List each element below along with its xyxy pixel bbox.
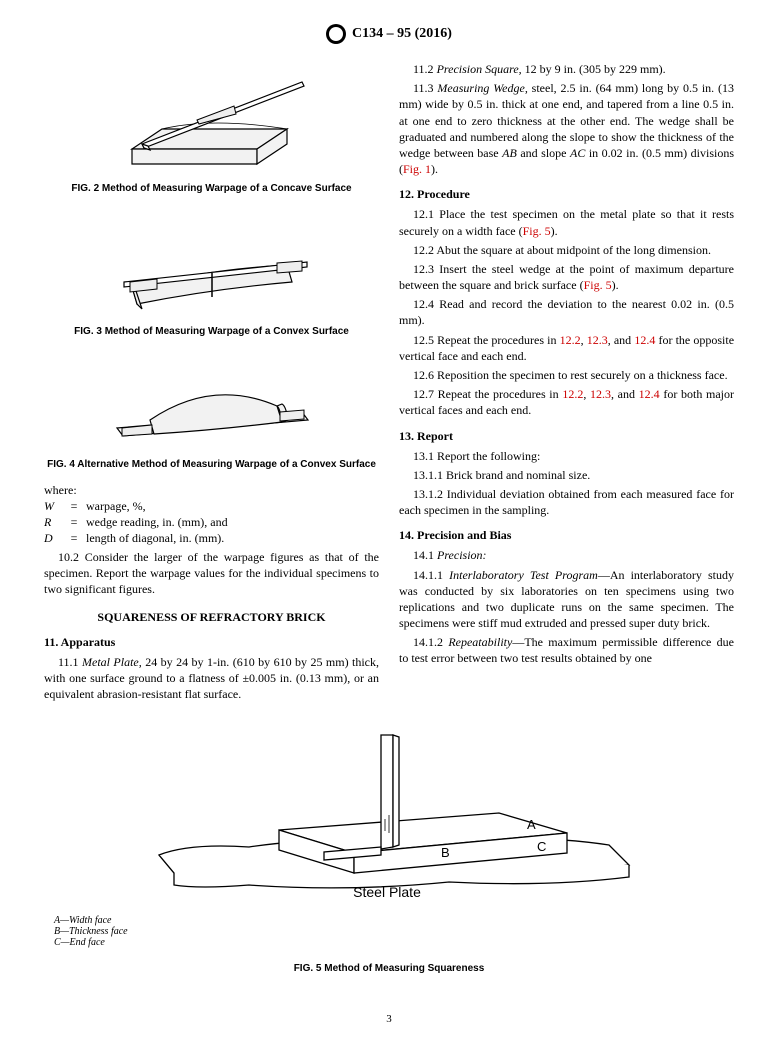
p-11-1-term: Metal Plate,: [82, 655, 142, 669]
figure-5-svg: A B C Steel Plate: [129, 715, 649, 905]
p-11-3-i: ).: [431, 162, 438, 176]
p-12-3: 12.3 Insert the steel wedge at the point…: [399, 261, 734, 293]
p-12-1-c: ).: [551, 224, 558, 238]
two-column-layout: FIG. 2 Method of Measuring Warpage of a …: [44, 58, 734, 705]
where-W-sym: W: [44, 499, 62, 514]
fig5-label-C: C: [537, 839, 546, 854]
p-14-1-1-term: Interlaboratory Test Program: [449, 568, 598, 582]
astm-logo-icon: [326, 24, 346, 44]
sec-14-heading: 14. Precision and Bias: [399, 528, 734, 543]
where-row-W: W = warpage, %,: [44, 499, 379, 514]
p-14-1: 14.1 Precision:: [399, 547, 734, 563]
p-12-5: 12.5 Repeat the procedures in 12.2, 12.3…: [399, 332, 734, 364]
where-W-eq: =: [68, 499, 80, 514]
where-R-sym: R: [44, 515, 62, 530]
p-11-3: 11.3 Measuring Wedge, steel, 2.5 in. (64…: [399, 80, 734, 177]
link-fig-5-b[interactable]: Fig. 5: [584, 278, 612, 292]
figure-2: [44, 64, 379, 178]
fig5-label-A: A: [527, 817, 536, 832]
link-12-4-a[interactable]: 12.4: [634, 333, 655, 347]
p-12-7: 12.7 Repeat the procedures in 12.2, 12.3…: [399, 386, 734, 418]
p-12-6: 12.6 Reposition the specimen to rest sec…: [399, 367, 734, 383]
p-12-1: 12.1 Place the test specimen on the meta…: [399, 206, 734, 238]
where-D-sym: D: [44, 531, 62, 546]
where-block: where: W = warpage, %, R = wedge reading…: [44, 483, 379, 546]
p-14-1-2-term: Repeatability: [448, 635, 512, 649]
sec-13-heading: 13. Report: [399, 429, 734, 444]
figure-5-legend: A—Width face B—Thickness face C—End face: [44, 915, 734, 948]
where-D-eq: =: [68, 531, 80, 546]
p-11-3-e: and slope: [517, 146, 570, 160]
where-row-R: R = wedge reading, in. (mm), and: [44, 515, 379, 530]
link-12-3-a[interactable]: 12.3: [587, 333, 608, 347]
where-W-def: warpage, %,: [86, 499, 146, 514]
fig5-label-B: B: [441, 845, 450, 860]
figure-3-svg: [102, 207, 322, 317]
sec-11-heading: 11. Apparatus: [44, 635, 379, 650]
p-11-2-num: 11.2: [413, 62, 437, 76]
link-12-4-b[interactable]: 12.4: [639, 387, 660, 401]
legend-A: A—Width face: [54, 915, 734, 926]
sec-12-heading: 12. Procedure: [399, 187, 734, 202]
p-13-1-1: 13.1.1 Brick brand and nominal size.: [399, 467, 734, 483]
p-11-1-num: 11.1: [58, 655, 82, 669]
page-header: C134 – 95 (2016): [44, 24, 734, 44]
figure-3: [44, 207, 379, 321]
p-12-7-e: , and: [611, 387, 639, 401]
p-13-1-2: 13.1.2 Individual deviation obtained fro…: [399, 486, 734, 518]
p-14-1-num: 14.1: [413, 548, 437, 562]
p-11-1: 11.1 Metal Plate, 24 by 24 by 1-in. (610…: [44, 654, 379, 703]
figure-5-caption: FIG. 5 Method of Measuring Squareness: [44, 962, 734, 975]
p-11-2-body: 12 by 9 in. (305 by 229 mm).: [522, 62, 666, 76]
where-D-def: length of diagonal, in. (mm).: [86, 531, 224, 546]
p-14-1-1: 14.1.1 Interlaboratory Test Program—An i…: [399, 567, 734, 632]
p-13-1: 13.1 Report the following:: [399, 448, 734, 464]
p-14-1-term: Precision:: [437, 548, 487, 562]
legend-C: C—End face: [54, 937, 734, 948]
left-column: FIG. 2 Method of Measuring Warpage of a …: [44, 58, 379, 705]
figure-4: [44, 350, 379, 454]
figure-3-caption: FIG. 3 Method of Measuring Warpage of a …: [44, 325, 379, 338]
p-10-2: 10.2 Consider the larger of the warpage …: [44, 549, 379, 598]
figure-4-caption: FIG. 4 Alternative Method of Measuring W…: [44, 458, 379, 471]
p-12-1-a: 12.1 Place the test specimen on the meta…: [399, 207, 734, 237]
where-row-D: D = length of diagonal, in. (mm).: [44, 531, 379, 546]
p-14-1-1-num: 14.1.1: [413, 568, 449, 582]
designation-text: C134 – 95 (2016): [352, 26, 452, 42]
p-11-3-term: Measuring Wedge,: [437, 81, 527, 95]
where-R-eq: =: [68, 515, 80, 530]
link-fig-5-a[interactable]: Fig. 5: [523, 224, 551, 238]
p-12-7-c: ,: [583, 387, 590, 401]
where-label: where:: [44, 483, 379, 498]
squareness-title: SQUARENESS OF REFRACTORY BRICK: [44, 610, 379, 625]
p-12-4: 12.4 Read and record the deviation to th…: [399, 296, 734, 328]
p-11-3-f: AC: [570, 146, 585, 160]
figure-2-caption: FIG. 2 Method of Measuring Warpage of a …: [44, 182, 379, 195]
p-11-3-d: AB: [502, 146, 517, 160]
link-12-3-b[interactable]: 12.3: [590, 387, 611, 401]
figure-2-svg: [102, 64, 322, 174]
p-12-7-a: 12.7 Repeat the procedures in: [413, 387, 562, 401]
p-14-1-2: 14.1.2 Repeatability—The maximum permiss…: [399, 634, 734, 666]
p-14-1-2-num: 14.1.2: [413, 635, 448, 649]
where-R-def: wedge reading, in. (mm), and: [86, 515, 228, 530]
p-12-5-e: , and: [608, 333, 635, 347]
link-fig-1[interactable]: Fig. 1: [403, 162, 431, 176]
fig5-label-plate: Steel Plate: [353, 884, 421, 900]
p-11-2: 11.2 Precision Square, 12 by 9 in. (305 …: [399, 61, 734, 77]
figure-4-svg: [102, 350, 322, 450]
p-12-5-a: 12.5 Repeat the procedures in: [413, 333, 560, 347]
p-11-3-num: 11.3: [413, 81, 437, 95]
right-column: 11.2 Precision Square, 12 by 9 in. (305 …: [399, 58, 734, 705]
figure-5: A B C Steel Plate A—Width face B—Thickne…: [44, 715, 734, 975]
legend-B: B—Thickness face: [54, 926, 734, 937]
page-number: 3: [0, 1013, 778, 1025]
link-12-2-b[interactable]: 12.2: [562, 387, 583, 401]
p-11-2-term: Precision Square,: [437, 62, 522, 76]
p-12-3-a: 12.3 Insert the steel wedge at the point…: [399, 262, 734, 292]
p-12-3-c: ).: [612, 278, 619, 292]
p-12-2: 12.2 Abut the square at about midpoint o…: [399, 242, 734, 258]
link-12-2-a[interactable]: 12.2: [560, 333, 581, 347]
